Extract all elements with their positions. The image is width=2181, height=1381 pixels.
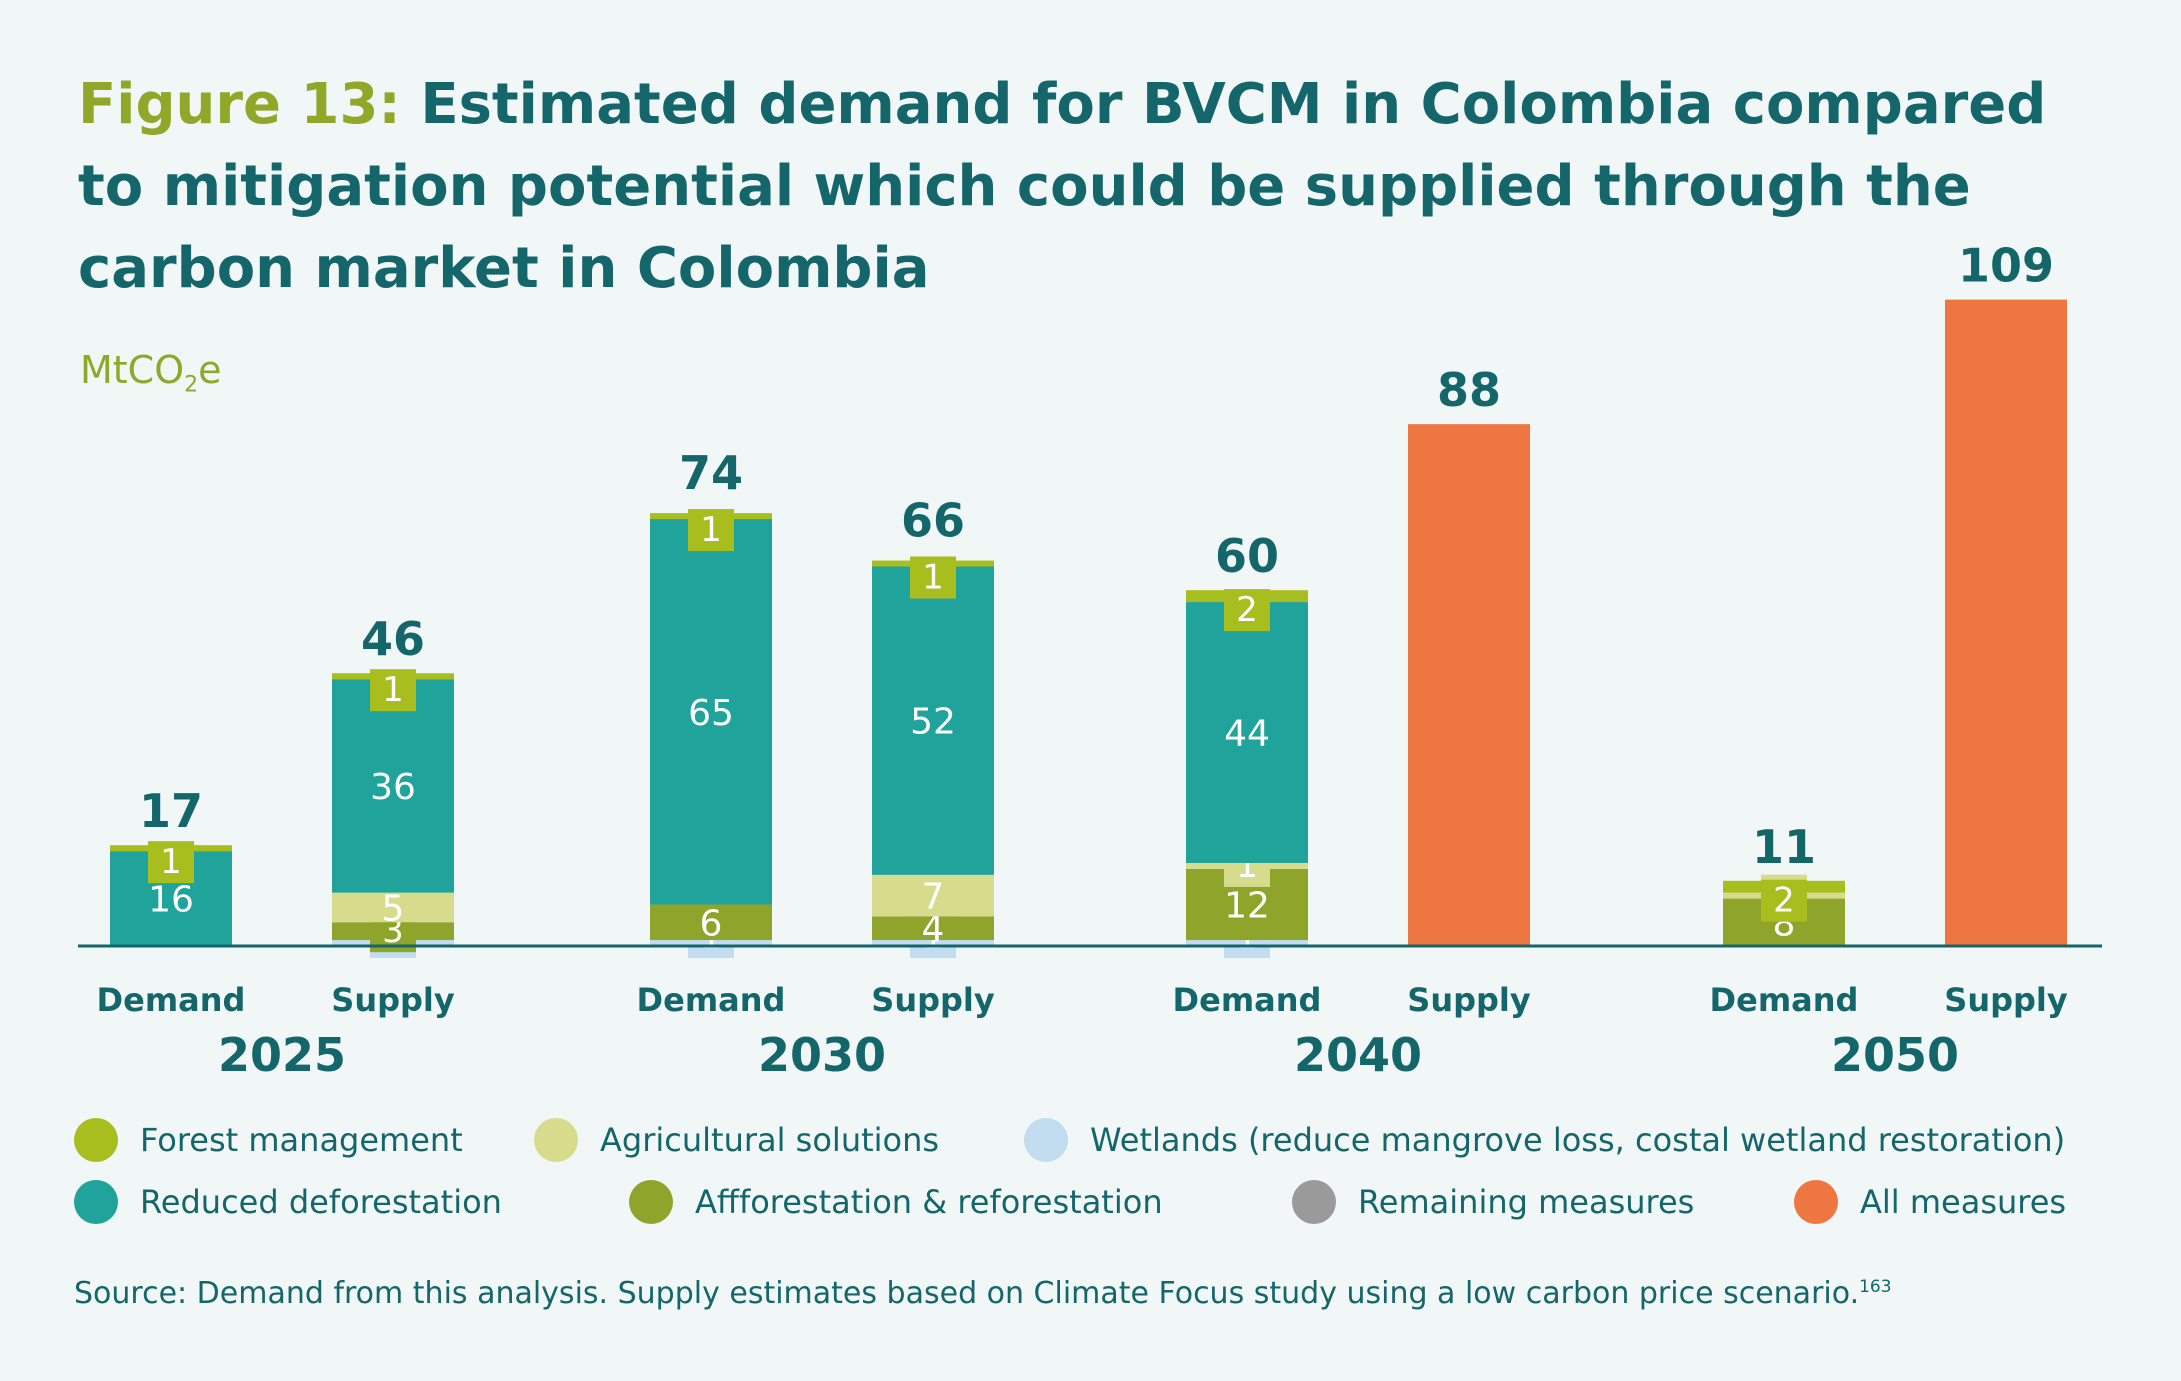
value-badge-forest-management [370, 669, 416, 712]
bar-total-label: 88 [1437, 363, 1501, 417]
legend: Forest management Agricultural solutions… [74, 1118, 2154, 1268]
figure-label: Figure 13: [78, 72, 401, 137]
value-label-agricultural-solutions: 5 [382, 888, 405, 929]
legend-swatch [74, 1118, 118, 1162]
legend-label: Forest management [140, 1121, 463, 1159]
value-label-reduced-deforestation: 44 [1224, 714, 1270, 755]
unit-tail: e [198, 348, 222, 392]
bar-segment-all-measures [1408, 424, 1530, 946]
bar-segment-all-measures [1945, 299, 2067, 946]
value-label-reduced-deforestation: 52 [910, 702, 956, 743]
value-label-reduced-deforestation: 36 [370, 767, 416, 808]
source-footnote: 163 [1859, 1277, 1892, 1297]
year-group-label: 2040 [1294, 1028, 1422, 1082]
bar-chart: 1611713536146166517414752166112144260888… [78, 239, 2102, 1082]
legend-label: All measures [1860, 1183, 2067, 1221]
bar-total-label: 46 [361, 612, 425, 666]
bar-segment-afforestation [872, 916, 994, 941]
value-label-afforestation: 4 [922, 909, 945, 950]
chart-title: Figure 13: Estimated demand for BVCM in … [78, 64, 2078, 310]
bar-segment-reduced-deforestation [650, 519, 772, 905]
legend-label: Reduced deforestation [140, 1183, 502, 1221]
bar-category-label: Supply [1944, 981, 2068, 1019]
value-label-reduced-deforestation: 65 [688, 693, 734, 734]
value-label-agricultural-solutions: 7 [922, 877, 945, 918]
value-label-afforestation: 12 [1224, 885, 1270, 926]
legend-swatch [629, 1180, 673, 1224]
legend-swatch [74, 1180, 118, 1224]
bar-total-label: 11 [1752, 820, 1816, 874]
value-badge-forest-management [910, 556, 956, 599]
bar-total-label: 74 [679, 446, 743, 500]
value-label-forest-management: 1 [160, 842, 182, 882]
legend-item-afforestation: Affforestation & reforestation [629, 1180, 1163, 1224]
bar-total-label: 17 [139, 784, 203, 838]
bar-segment-agricultural-solutions [332, 892, 454, 923]
legend-item-wetlands: Wetlands (reduce mangrove loss, costal w… [1024, 1118, 2065, 1162]
bar-category-label: Supply [871, 981, 995, 1019]
legend-swatch [1292, 1180, 1336, 1224]
value-badge-forest-management [1224, 589, 1270, 632]
value-label-reduced-deforestation: 16 [148, 880, 194, 921]
unit-main: MtCO [80, 348, 185, 392]
value-label-forest-management: 1 [382, 670, 404, 710]
value-label-forest-management: 1 [922, 558, 944, 598]
bar-category-label: Demand [1173, 981, 1322, 1019]
source-text: Source: Demand from this analysis. Suppl… [74, 1276, 1860, 1311]
year-group-label: 2025 [218, 1028, 346, 1082]
legend-label: Remaining measures [1358, 1183, 1695, 1221]
year-group-label: 2030 [758, 1028, 886, 1082]
figure-title-text: Estimated demand for BVCM in Colombia co… [78, 72, 2047, 301]
bar-total-label: 66 [901, 494, 965, 548]
bar-segment-reduced-deforestation [332, 679, 454, 893]
legend-label: Agricultural solutions [600, 1121, 940, 1159]
legend-swatch [1024, 1118, 1068, 1162]
bar-category-label: Demand [97, 981, 246, 1019]
legend-label: Affforestation & reforestation [695, 1183, 1163, 1221]
unit-subscript: 2 [184, 372, 199, 398]
legend-item-reduced-deforestation: Reduced deforestation [74, 1180, 502, 1224]
bar-category-label: Demand [637, 981, 786, 1019]
bar-total-label: 60 [1215, 529, 1279, 583]
value-badge-forest-management [148, 841, 194, 884]
legend-item-agricultural-solutions: Agricultural solutions [534, 1118, 939, 1162]
legend-item-forest-management: Forest management [74, 1118, 463, 1162]
bar-segment-reduced-deforestation [872, 566, 994, 875]
legend-swatch [534, 1118, 578, 1162]
value-badge-forest-management [688, 509, 734, 552]
value-label-afforestation: 6 [700, 903, 723, 944]
year-group-label: 2050 [1831, 1028, 1959, 1082]
legend-label: Wetlands (reduce mangrove loss, costal w… [1090, 1121, 2066, 1159]
bar-category-label: Supply [1407, 981, 1531, 1019]
legend-swatch [1794, 1180, 1838, 1224]
bar-segment-afforestation [650, 904, 772, 941]
source-note: Source: Demand from this analysis. Suppl… [74, 1276, 1892, 1311]
bar-segment-agricultural-solutions [872, 874, 994, 917]
value-label-forest-management: 1 [700, 510, 722, 550]
bar-category-label: Demand [1710, 981, 1859, 1019]
unit-label: MtCO2e [80, 348, 222, 398]
value-label-forest-management: 2 [1773, 881, 1795, 921]
value-badge-forest-management [1761, 879, 1807, 922]
bar-total-label: 109 [1958, 239, 2054, 293]
legend-item-remaining-measures: Remaining measures [1292, 1180, 1694, 1224]
legend-item-all-measures: All measures [1794, 1180, 2066, 1224]
bar-segment-reduced-deforestation [1186, 602, 1308, 863]
value-label-forest-management: 2 [1236, 590, 1258, 630]
bar-category-label: Supply [331, 981, 455, 1019]
